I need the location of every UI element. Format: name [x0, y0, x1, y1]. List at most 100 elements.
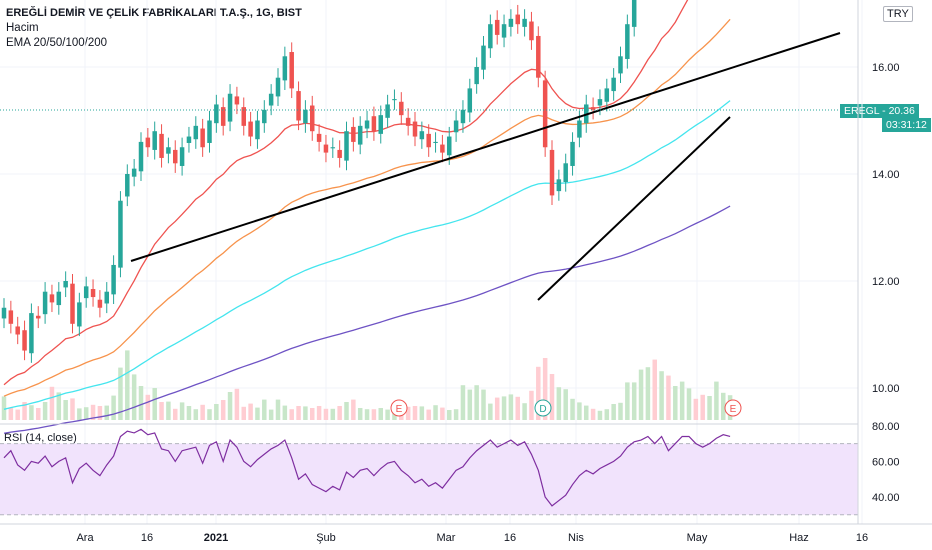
volume-bar [673, 386, 678, 420]
candle-body [8, 310, 14, 324]
upper-trendline [130, 32, 841, 262]
rsi-indicator-label[interactable]: RSI (14, close) [4, 432, 77, 444]
candle-body [556, 179, 562, 192]
candle-body [42, 291, 48, 315]
volume-bar [570, 398, 575, 420]
volume-bar [556, 387, 562, 420]
candle-body [220, 107, 226, 126]
candle-body [419, 131, 425, 140]
candle-body [118, 200, 123, 268]
volume-bar [652, 359, 657, 420]
volume-bar [515, 396, 520, 420]
candle-body [29, 313, 34, 354]
volume-bar [255, 407, 260, 420]
candle-body [494, 19, 500, 35]
trendline-drawings[interactable] [130, 32, 841, 301]
candle-body [275, 77, 281, 97]
candle-body [481, 45, 486, 70]
candle-body [433, 141, 438, 143]
time-tick-label: Ara [76, 532, 94, 544]
event-circle [534, 399, 552, 417]
candle-body [145, 137, 151, 148]
ema-indicator-label[interactable]: EMA 20/50/100/200 [6, 37, 108, 49]
candle-body [289, 52, 294, 89]
candle-body [268, 93, 274, 106]
volume-bar [618, 402, 623, 420]
candle-body [577, 120, 582, 138]
volume-bar [179, 402, 185, 420]
candle-body [344, 131, 349, 161]
candle-body [412, 121, 418, 137]
candle-body [405, 117, 411, 126]
volume-bar [227, 392, 233, 420]
volume-bar [447, 410, 452, 420]
volume-bar [659, 371, 664, 420]
candle-body [549, 149, 555, 196]
time-tick-label: 16 [504, 532, 516, 544]
candle-body [460, 109, 466, 124]
price-tick-label: 12.00 [872, 276, 900, 288]
volume-bar [419, 406, 425, 420]
event-label: E [396, 404, 403, 415]
candles [1, 0, 637, 363]
volume-bar [186, 406, 192, 420]
candle-body [611, 77, 616, 92]
candle-body [262, 109, 267, 124]
volume-bar [542, 358, 548, 420]
candle-body [542, 80, 548, 148]
price-tick-label: 16.00 [872, 62, 900, 74]
volume-bar [131, 374, 137, 420]
candle-body [453, 120, 459, 133]
volume-bar [597, 410, 603, 420]
volume-bar [440, 407, 445, 420]
candle-body [152, 131, 157, 150]
candle-body [255, 120, 260, 140]
volume-bar [200, 404, 205, 420]
currency-badge[interactable]: TRY [883, 6, 913, 22]
volume-bar [693, 398, 699, 420]
candle-body [200, 128, 205, 148]
volume-bar [282, 405, 288, 420]
volume-bar [207, 409, 212, 420]
candle-body [90, 289, 96, 298]
volume-bar [29, 405, 34, 420]
candle-body [351, 126, 356, 142]
price-tick-label: 14.00 [872, 169, 900, 181]
volume-bar [488, 403, 493, 420]
candle-body [131, 168, 137, 177]
candle-body [179, 147, 185, 166]
volume-bar [15, 409, 20, 420]
candle-body [316, 133, 322, 142]
volume-indicator-label[interactable]: Hacim [6, 22, 39, 34]
time-tick-label: Şub [316, 532, 336, 544]
time-tick-label: Nis [568, 532, 584, 544]
candle-body [631, 0, 637, 27]
rsi-path [3, 428, 731, 507]
symbol-title[interactable]: EREĞLİ DEMİR VE ÇELİK FABRİKALARI T.A.Ş.… [6, 7, 302, 19]
candle-body [604, 88, 610, 102]
candle-body [159, 133, 164, 158]
candle-body [104, 291, 109, 304]
candle-body [625, 24, 630, 59]
volume-bar [296, 406, 301, 420]
volume-bar [111, 395, 116, 420]
candle-body [56, 291, 62, 306]
volume-bar [145, 394, 151, 420]
candle-body [392, 99, 397, 101]
candle-body [125, 174, 130, 197]
volume-bar [494, 397, 500, 420]
volume-bar [686, 388, 692, 420]
volume-bar [357, 408, 363, 420]
ema200-line [3, 205, 731, 434]
volume-bar [166, 401, 171, 420]
volume-bar [666, 375, 671, 420]
volume-bar [77, 408, 82, 420]
candle-body [63, 281, 68, 288]
candle-body [337, 149, 342, 158]
candle-body [447, 136, 452, 156]
candle-body [22, 330, 27, 351]
rsi-tick-label: 60.00 [872, 456, 900, 468]
candle-body [282, 56, 288, 81]
